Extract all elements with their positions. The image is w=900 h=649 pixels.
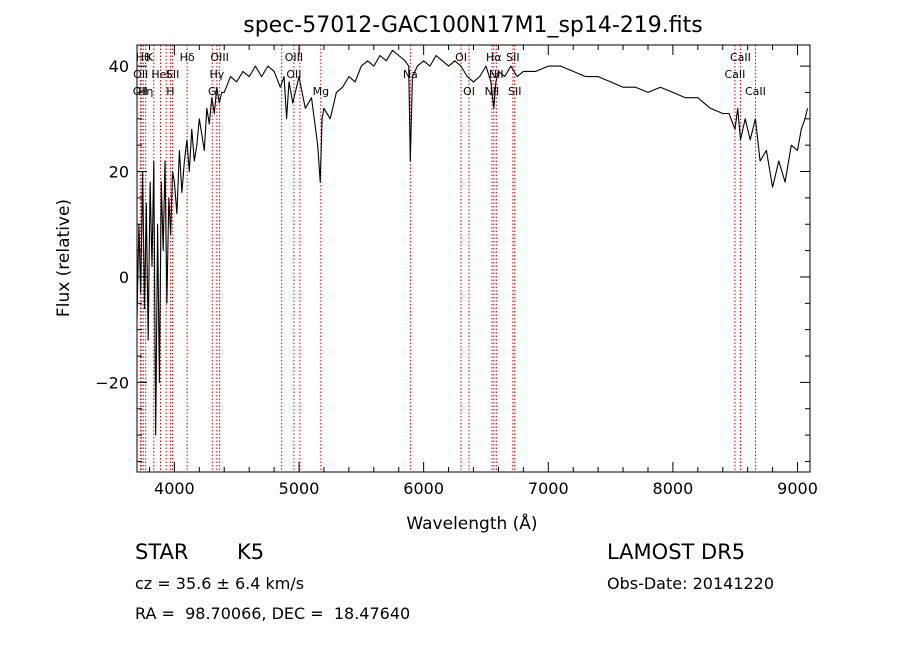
line-marker-label: CaII [725,68,746,81]
observation-date: Obs-Date: 20141220 [607,574,775,593]
ra-dec-coordinates: RA = 98.70066, DEC = 18.47640 [135,604,411,623]
line-marker-label: CaII [745,85,766,98]
line-marker-label: Hθ [136,51,151,64]
object-subclass: K5 [237,540,265,564]
line-marker-label: H [166,85,174,98]
redshift-velocity: cz = 35.6 ± 6.4 km/s [135,574,305,593]
y-tick-label: 0 [119,268,129,287]
spectrum-curve-group [136,49,809,436]
spectrum-line [136,49,809,436]
y-tick-label: −20 [95,373,129,392]
line-marker-label: Na [403,68,418,81]
line-marker-label: SII [166,68,179,81]
line-marker-label: K [146,51,154,64]
x-tick-label: 8000 [653,479,694,498]
plot-frame [136,44,811,473]
x-tick-label: 9000 [777,479,818,498]
survey-name: LAMOST DR5 [607,540,746,564]
line-marker-label: SII [506,51,519,64]
chart-title: spec-57012-GAC100N17M1_sp14-219.fits [243,13,703,38]
line-marker-label: HeI [151,68,169,81]
line-marker-label: G [208,85,217,98]
line-markers [139,45,756,472]
x-tick-label: 7000 [528,479,569,498]
line-marker-label: CaII [730,51,751,64]
line-marker-label: OII [286,68,301,81]
line-marker-label: Hα [486,51,502,64]
y-tick-label: 40 [109,57,129,76]
line-marker-label: SII [508,85,521,98]
line-marker-label: NII [489,68,504,81]
line-marker-label: OI [455,51,467,64]
y-axis: −20 0 20 40 [95,57,810,462]
line-marker-label: Hγ [209,68,224,81]
x-axis: 4000 5000 6000 7000 8000 9000 [148,45,818,498]
line-marker-label: OI [463,85,475,98]
x-axis-label: Wavelength (Å) [406,512,537,534]
y-tick-label: 20 [109,163,129,182]
line-marker-label: Mg [313,85,329,98]
line-marker-label: Hη [138,85,153,98]
line-marker-label: OIII [210,51,228,64]
object-class: STAR [135,540,189,564]
line-marker-label: OII [133,68,148,81]
x-tick-label: 6000 [403,479,444,498]
x-tick-label: 5000 [279,479,320,498]
line-marker-label: OIII [285,51,303,64]
x-tick-label: 4000 [154,479,195,498]
line-marker-label: Hδ [180,51,195,64]
y-axis-label: Flux (relative) [54,199,74,317]
